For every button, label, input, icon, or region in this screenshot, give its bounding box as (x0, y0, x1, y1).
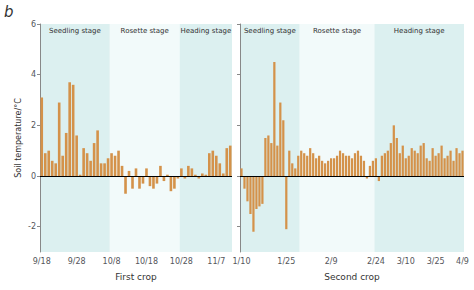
svg-text:4/9: 4/9 (456, 257, 469, 266)
svg-text:First crop: First crop (115, 272, 157, 282)
svg-text:4: 4 (31, 70, 36, 79)
svg-text:6: 6 (31, 20, 36, 29)
svg-text:Heading stage: Heading stage (180, 27, 231, 35)
svg-text:Rosette stage: Rosette stage (313, 27, 361, 35)
svg-text:2: 2 (31, 121, 36, 130)
svg-text:11/7: 11/7 (207, 257, 225, 266)
svg-text:Heading stage: Heading stage (394, 27, 445, 35)
svg-text:Second crop: Second crop (324, 272, 380, 282)
svg-text:1/25: 1/25 (277, 257, 295, 266)
svg-text:10/18: 10/18 (135, 257, 158, 266)
svg-text:9/28: 9/28 (68, 257, 86, 266)
svg-text:1/10: 1/10 (233, 257, 251, 266)
svg-text:10/28: 10/28 (170, 257, 193, 266)
svg-text:b: b (4, 3, 14, 21)
svg-text:Soil temperature/°C: Soil temperature/°C (14, 98, 23, 178)
svg-text:Seedling stage: Seedling stage (49, 27, 101, 35)
svg-text:3/10: 3/10 (397, 257, 415, 266)
svg-text:Rosette stage: Rosette stage (121, 27, 169, 35)
svg-text:3/25: 3/25 (427, 257, 445, 266)
svg-text:9/18: 9/18 (33, 257, 51, 266)
svg-text:-2: -2 (28, 222, 36, 231)
svg-text:2/9: 2/9 (325, 257, 338, 266)
svg-text:2/24: 2/24 (367, 257, 385, 266)
svg-text:10/8: 10/8 (103, 257, 121, 266)
svg-text:0: 0 (31, 172, 36, 181)
svg-text:Seedling stage: Seedling stage (244, 27, 296, 35)
